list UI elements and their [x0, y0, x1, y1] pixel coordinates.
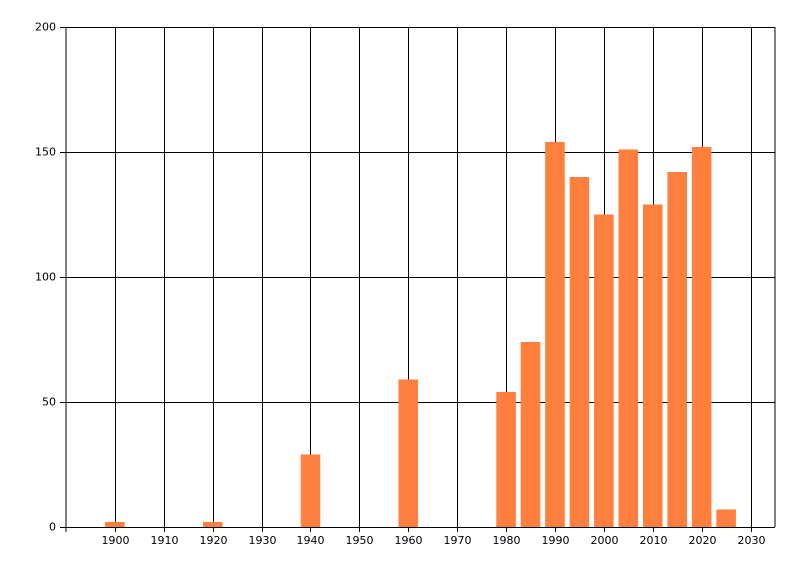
y-tick-label: 150 — [35, 146, 56, 159]
x-tick-label: 1940 — [297, 534, 325, 547]
x-tick-label: 2000 — [591, 534, 619, 547]
y-tick-label: 200 — [35, 21, 56, 34]
y-tick-label: 100 — [35, 271, 56, 284]
bar — [105, 522, 125, 527]
x-tick-label: 2020 — [689, 534, 717, 547]
bar — [202, 522, 223, 527]
bar — [545, 142, 565, 527]
y-tick-label: 0 — [49, 521, 56, 534]
bar — [594, 214, 614, 527]
x-tick-label: 1930 — [249, 534, 277, 547]
bar — [667, 172, 687, 527]
bar — [300, 454, 321, 527]
bar — [520, 342, 541, 527]
x-tick-label: 1920 — [200, 534, 228, 547]
bar — [691, 147, 712, 527]
x-tick-label: 1980 — [493, 534, 521, 547]
x-tick-label: 1960 — [395, 534, 423, 547]
x-tick-label: 1910 — [151, 534, 179, 547]
x-tick-label: 1990 — [542, 534, 570, 547]
bar — [398, 379, 419, 527]
bar — [496, 392, 516, 527]
bar — [569, 177, 590, 527]
bar — [618, 149, 639, 527]
bar — [716, 509, 736, 527]
y-tick-label: 50 — [42, 396, 56, 409]
x-tick-label: 1970 — [444, 534, 472, 547]
x-tick-label: 1950 — [346, 534, 374, 547]
bar — [642, 204, 663, 527]
x-tick-label: 2010 — [640, 534, 668, 547]
x-tick-label: 1900 — [102, 534, 130, 547]
x-tick-label: 2030 — [738, 534, 766, 547]
